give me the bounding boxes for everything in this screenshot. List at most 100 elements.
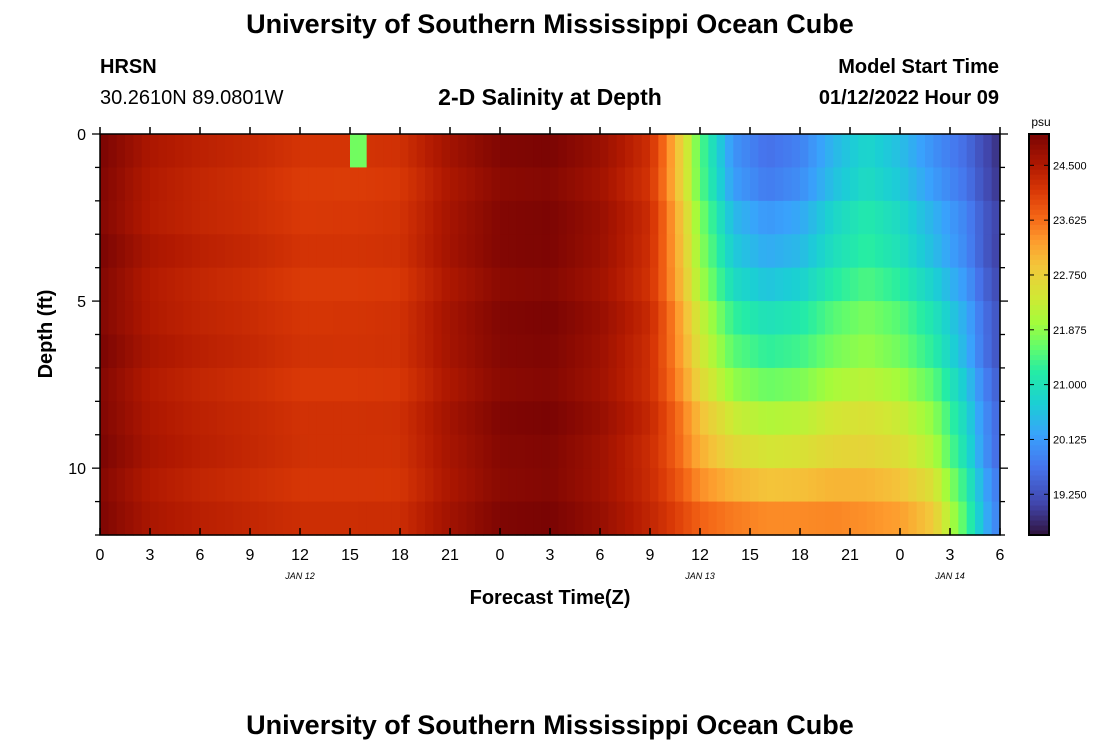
heatmap-cell bbox=[883, 301, 893, 336]
heatmap-cell bbox=[608, 234, 618, 269]
heatmap-cell bbox=[583, 401, 593, 436]
heatmap-cell bbox=[158, 200, 168, 235]
heatmap-cell bbox=[575, 334, 584, 369]
heatmap-cell bbox=[775, 234, 784, 269]
heatmap-cell bbox=[758, 434, 768, 469]
heatmap-cell bbox=[991, 301, 1001, 336]
heatmap-cell bbox=[875, 367, 884, 402]
heatmap-cell bbox=[608, 334, 618, 369]
heatmap-cell bbox=[266, 167, 276, 202]
heatmap-cell bbox=[500, 367, 509, 402]
date-label: JAN 12 bbox=[284, 571, 315, 581]
heatmap-cell bbox=[958, 234, 968, 269]
heatmap-cell bbox=[416, 401, 426, 436]
heatmap-cell bbox=[375, 301, 384, 336]
heatmap-cell bbox=[991, 434, 1001, 469]
heatmap-cell bbox=[208, 334, 218, 369]
heatmap-cell bbox=[983, 367, 993, 402]
heatmap-cell bbox=[641, 200, 651, 235]
heatmap-cell bbox=[258, 234, 268, 269]
heatmap-cell bbox=[183, 134, 193, 169]
heatmap-cell bbox=[475, 200, 484, 235]
heatmap-cell bbox=[275, 367, 284, 402]
heatmap-cell bbox=[591, 301, 601, 336]
heatmap-cell bbox=[458, 367, 468, 402]
heatmap-cell bbox=[183, 301, 193, 336]
heatmap-cell bbox=[558, 468, 568, 503]
heatmap-cell bbox=[450, 367, 459, 402]
heatmap-cell bbox=[691, 200, 701, 235]
heatmap-cell bbox=[816, 367, 826, 402]
heatmap-cell bbox=[525, 234, 534, 269]
heatmap-cell bbox=[183, 200, 193, 235]
heatmap-cell bbox=[483, 501, 493, 536]
heatmap-cell bbox=[650, 267, 659, 302]
heatmap-cell bbox=[216, 301, 226, 336]
heatmap-cell bbox=[308, 401, 318, 436]
heatmap-cell bbox=[358, 134, 368, 169]
heatmap-cell bbox=[408, 367, 418, 402]
x-tick-label: 9 bbox=[246, 547, 255, 564]
heatmap-cell bbox=[858, 468, 868, 503]
heatmap-cell bbox=[350, 267, 359, 302]
heatmap-cell bbox=[308, 267, 318, 302]
heatmap-cell bbox=[491, 200, 501, 235]
heatmap-cell bbox=[616, 134, 626, 169]
colorbar-segment bbox=[1029, 309, 1049, 316]
heatmap-cell bbox=[533, 434, 543, 469]
heatmap-cell bbox=[716, 267, 726, 302]
heatmap-cell bbox=[866, 234, 876, 269]
colorbar-segment bbox=[1029, 169, 1049, 175]
heatmap-cell bbox=[983, 234, 993, 269]
heatmap-cell bbox=[458, 167, 468, 202]
heatmap-cell bbox=[708, 501, 718, 536]
heatmap-cell bbox=[233, 434, 243, 469]
heatmap-cell bbox=[633, 200, 643, 235]
heatmap-cell bbox=[716, 200, 726, 235]
heatmap-cell bbox=[133, 234, 143, 269]
heatmap-cell bbox=[433, 301, 443, 336]
x-tick-label: 18 bbox=[391, 547, 409, 564]
heatmap-cell bbox=[775, 200, 784, 235]
colorbar-segment bbox=[1029, 414, 1049, 421]
heatmap-cell bbox=[566, 434, 576, 469]
heatmap-cell bbox=[858, 134, 868, 169]
heatmap-cell bbox=[675, 267, 684, 302]
heatmap-cell bbox=[433, 367, 443, 402]
heatmap-cell bbox=[350, 401, 359, 436]
heatmap-cell bbox=[175, 434, 184, 469]
x-tick-label: 6 bbox=[996, 547, 1005, 564]
heatmap-cell bbox=[483, 134, 493, 169]
heatmap-cell bbox=[141, 501, 151, 536]
heatmap-cell bbox=[966, 468, 976, 503]
heatmap-cell bbox=[766, 134, 776, 169]
heatmap-cell bbox=[108, 267, 118, 302]
colorbar-segment bbox=[1029, 409, 1049, 416]
heatmap-cell bbox=[883, 468, 893, 503]
heatmap-cell bbox=[116, 468, 126, 503]
heatmap-cell bbox=[158, 301, 168, 336]
heatmap-cell bbox=[675, 234, 684, 269]
heatmap-cell bbox=[191, 367, 201, 402]
heatmap-cell bbox=[350, 167, 359, 202]
heatmap-cell bbox=[908, 167, 918, 202]
heatmap-cell bbox=[341, 134, 351, 169]
y-tick-label: 5 bbox=[77, 294, 86, 311]
heatmap-cell bbox=[383, 434, 393, 469]
heatmap-cell bbox=[475, 367, 484, 402]
heatmap-cell bbox=[883, 501, 893, 536]
page-title: University of Southern Mississippi Ocean… bbox=[246, 9, 854, 39]
heatmap-cell bbox=[733, 134, 743, 169]
heatmap-cell bbox=[225, 200, 234, 235]
heatmap-cell bbox=[741, 334, 751, 369]
heatmap-cell bbox=[833, 267, 843, 302]
heatmap-cell bbox=[941, 468, 951, 503]
heatmap-cell bbox=[191, 468, 201, 503]
heatmap-cell bbox=[166, 334, 176, 369]
colorbar-tick-label: 21.875 bbox=[1053, 325, 1087, 337]
heatmap-cell bbox=[100, 234, 109, 269]
heatmap-cell bbox=[108, 468, 118, 503]
heatmap-cell bbox=[975, 134, 984, 169]
heatmap-cell bbox=[908, 434, 918, 469]
heatmap-cell bbox=[925, 134, 934, 169]
